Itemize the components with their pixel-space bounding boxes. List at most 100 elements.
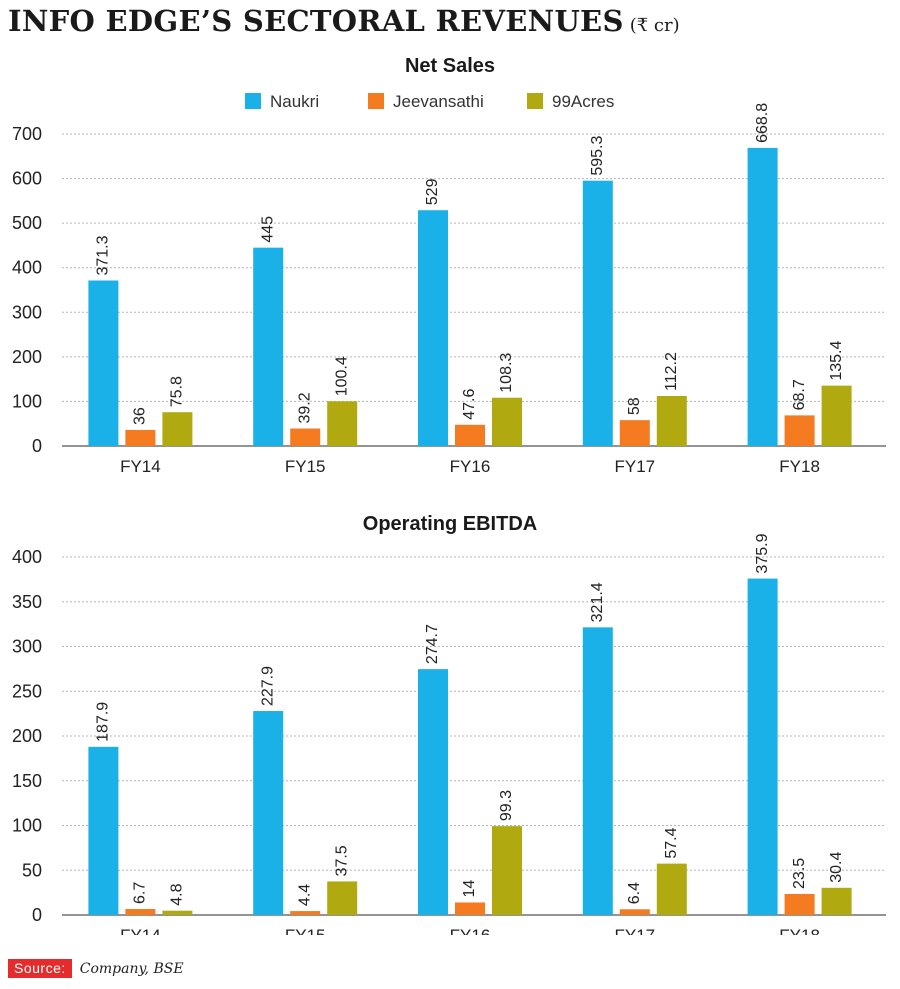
y-tick-label: 150 [12, 771, 42, 791]
legend-label-acres: 99Acres [552, 92, 614, 111]
x-tick-label: FY15 [285, 926, 326, 935]
data-label: 57.4 [663, 827, 680, 858]
chart-title: Net Sales [405, 55, 495, 77]
bar-jeevansathi [290, 911, 321, 915]
bar-acres [492, 397, 522, 446]
bar-naukri [582, 627, 613, 915]
legend-swatch-acres [527, 93, 543, 109]
bar-naukri [582, 180, 613, 446]
bar-jeevansathi [619, 909, 650, 915]
bar-acres [492, 826, 522, 915]
bar-acres [821, 385, 852, 446]
data-label: 100.4 [333, 356, 350, 396]
bar-acres [162, 910, 193, 915]
bar-jeevansathi [125, 909, 156, 915]
y-tick-label: 50 [22, 860, 42, 880]
y-tick-label: 700 [12, 124, 42, 144]
bar-jeevansathi [619, 420, 650, 446]
y-tick-label: 350 [12, 592, 42, 612]
y-tick-label: 200 [12, 347, 42, 367]
data-label: 4.8 [169, 883, 186, 905]
legend-swatch-naukri [245, 93, 261, 109]
y-tick-label: 400 [12, 258, 42, 278]
data-label: 39.2 [296, 392, 313, 423]
y-tick-label: 100 [12, 391, 42, 411]
bar-acres [327, 401, 358, 446]
y-tick-label: 400 [12, 547, 42, 567]
x-tick-label: FY17 [614, 926, 655, 935]
bar-acres [656, 863, 687, 915]
unit-label: (₹ cr) [629, 15, 680, 36]
x-tick-label: FY18 [779, 457, 820, 476]
bar-jeevansathi [784, 415, 815, 446]
x-tick-label: FY14 [120, 457, 161, 476]
bar-jeevansathi [455, 902, 485, 915]
bar-naukri [418, 669, 448, 915]
data-label: 4.4 [296, 884, 313, 906]
chart-header: INFO EDGE’S SECTORAL REVENUES (₹ cr) [8, 4, 680, 38]
data-label: 595.3 [589, 136, 606, 176]
data-label: 99.3 [498, 790, 515, 821]
data-label: 68.7 [791, 379, 808, 410]
y-tick-label: 300 [12, 302, 42, 322]
bar-acres [656, 395, 687, 446]
data-label: 108.3 [498, 353, 515, 393]
bar-naukri [418, 210, 448, 446]
bar-acres [327, 881, 358, 915]
bar-acres [162, 412, 193, 446]
source-note: Source: Company, BSE [8, 959, 184, 978]
data-label: 14 [461, 880, 478, 898]
data-label: 445 [259, 216, 276, 243]
bar-acres [821, 887, 852, 915]
bar-jeevansathi [125, 429, 156, 446]
y-tick-label: 0 [32, 905, 42, 925]
bar-jeevansathi [784, 893, 815, 915]
data-label: 529 [424, 178, 441, 205]
data-label: 112.2 [663, 352, 680, 391]
bar-naukri [747, 147, 778, 446]
data-label: 30.4 [828, 852, 845, 883]
legend-label-jeevansathi: Jeevansathi [393, 92, 484, 111]
x-tick-label: FY18 [779, 926, 820, 935]
data-label: 135.4 [828, 341, 845, 381]
data-label: 23.5 [791, 858, 808, 889]
y-tick-label: 250 [12, 681, 42, 701]
legend-swatch-jeevansathi [368, 93, 384, 109]
net-sales-chart: Net Sales Naukri Jeevansathi 99Acres 0 100 200… [12, 55, 886, 476]
data-label: 36 [132, 407, 149, 425]
x-tick-label: FY17 [614, 457, 655, 476]
bar-naukri [253, 711, 284, 915]
data-label: 321.4 [589, 582, 606, 622]
y-tick-label: 0 [32, 436, 42, 456]
bar-naukri [253, 247, 284, 446]
bar-jeevansathi [455, 424, 485, 446]
data-label: 75.8 [169, 376, 186, 407]
y-tick-label: 600 [12, 169, 42, 189]
operating-ebitda-chart: Operating EBITDA 0 50 100 150 200 250 300 350 400… [12, 513, 886, 935]
data-label: 47.6 [461, 389, 478, 420]
x-tick-label: FY15 [285, 457, 326, 476]
y-tick-label: 100 [12, 816, 42, 836]
data-label: 37.5 [333, 845, 350, 876]
y-tick-label: 500 [12, 213, 42, 233]
legend-label-naukri: Naukri [270, 92, 319, 111]
bar-naukri [88, 746, 119, 915]
data-label: 274.7 [424, 624, 441, 664]
data-label: 58 [626, 397, 643, 415]
data-label: 371.3 [95, 235, 112, 275]
x-tick-label: FY16 [450, 926, 491, 935]
data-label: 6.4 [626, 882, 643, 904]
x-tick-label: FY16 [450, 457, 491, 476]
data-label: 6.7 [132, 882, 149, 904]
data-label: 187.9 [95, 702, 112, 742]
data-label: 375.9 [754, 533, 771, 573]
y-tick-label: 300 [12, 637, 42, 657]
bar-jeevansathi [290, 428, 321, 446]
source-text: Company, BSE [79, 961, 184, 977]
chart-title: Operating EBITDA [363, 513, 537, 535]
bar-naukri [747, 578, 778, 915]
data-label: 227.9 [259, 666, 276, 706]
y-tick-label: 200 [12, 726, 42, 746]
bar-naukri [88, 280, 119, 446]
data-label: 668.8 [754, 103, 771, 143]
